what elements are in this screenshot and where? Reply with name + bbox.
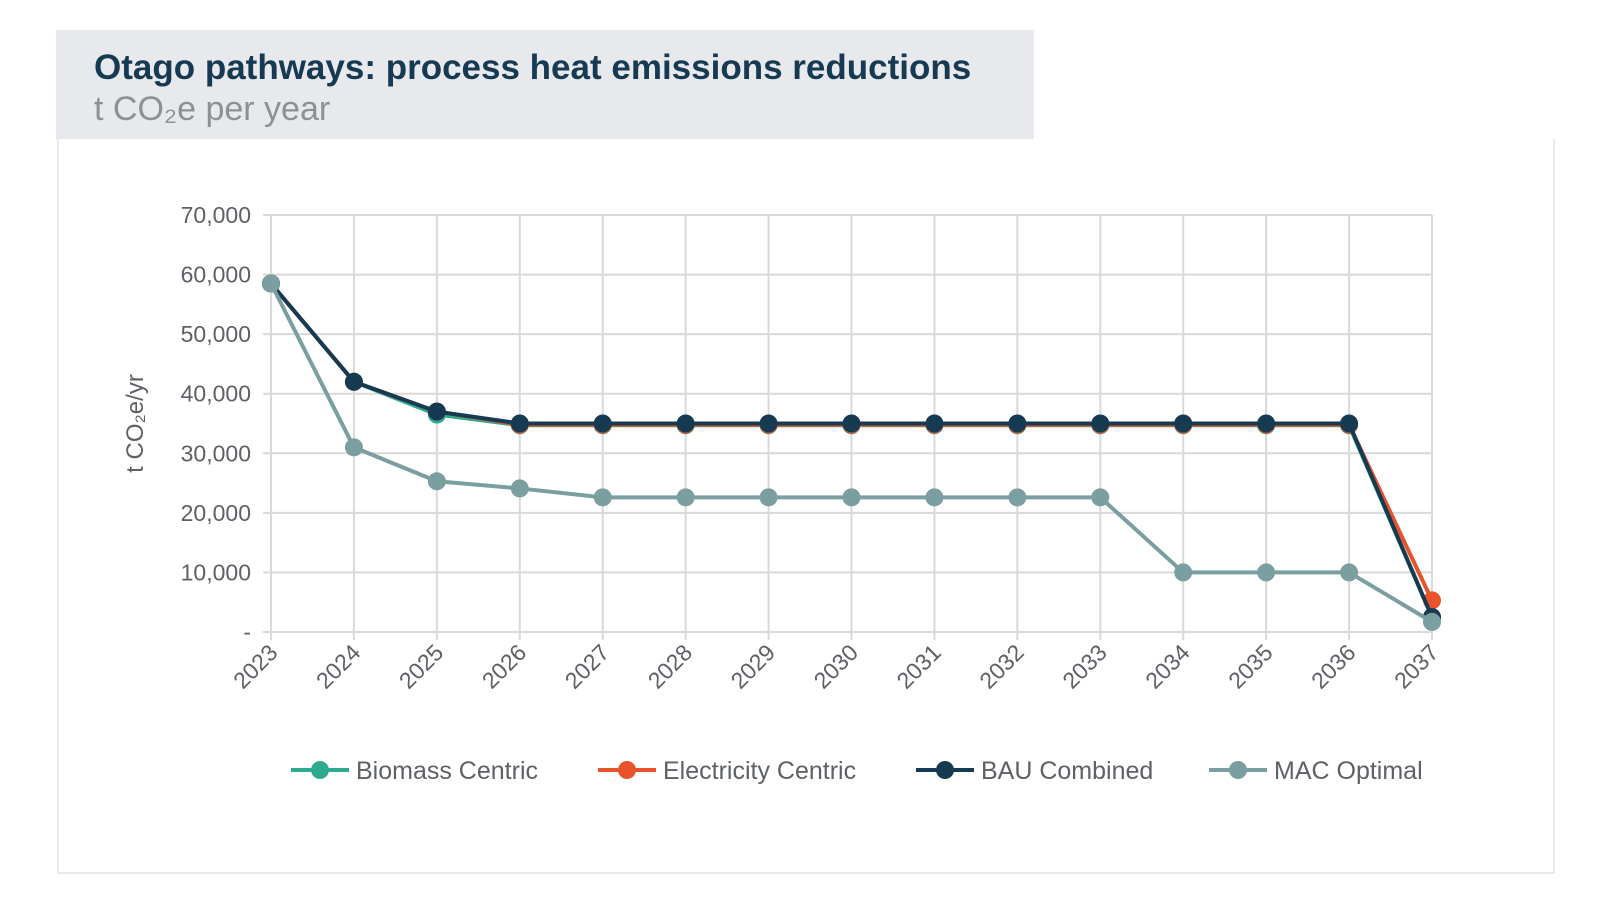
x-tick-label: 2030 [808, 639, 863, 694]
legend-label-biomass-centric: Biomass Centric [356, 757, 538, 785]
data-point-mac-optimal [593, 488, 612, 507]
data-point-mac-optimal [344, 438, 363, 457]
data-point-bau-combined [842, 414, 861, 433]
data-point-bau-combined [510, 414, 529, 433]
x-tick-label: 2036 [1306, 639, 1361, 694]
data-point-bau-combined [759, 414, 778, 433]
data-point-bau-combined [1340, 414, 1359, 433]
data-point-mac-optimal [842, 488, 861, 507]
data-point-mac-optimal [1008, 488, 1027, 507]
y-axis-label: t CO₂e/yr [122, 374, 149, 473]
data-point-bau-combined [1174, 414, 1193, 433]
x-tick-label: 2031 [891, 639, 946, 694]
data-point-mac-optimal [1257, 563, 1276, 582]
data-point-bau-combined [676, 414, 695, 433]
y-axis-ticks: - 10,000 20,000 30,000 40,000 50,000 60,000 70,… [181, 202, 251, 645]
legend-label-mac-optimal: MAC Optimal [1274, 757, 1423, 785]
y-tick-label: 50,000 [181, 321, 251, 347]
y-tick-label: 20,000 [181, 500, 251, 526]
x-axis-ticks: 2023 2024 2025 2026 2027 2028 2029 2030 2031 2032… [228, 639, 1444, 694]
x-tick-label: 2032 [974, 639, 1029, 694]
y-tick-label: 60,000 [181, 262, 251, 288]
x-tick-label: 2037 [1389, 639, 1444, 694]
x-tick-label: 2026 [477, 639, 532, 694]
data-point-bau-combined [427, 402, 446, 421]
x-tick-label: 2025 [394, 639, 449, 694]
data-point-bau-combined [1257, 414, 1276, 433]
data-point-bau-combined [344, 372, 363, 391]
legend-marker-electricity-centric [618, 761, 636, 779]
x-tick-label: 2033 [1057, 639, 1112, 694]
title-panel: Otago pathways: process heat emissions r… [56, 30, 1034, 140]
legend-marker-bau-combined [936, 761, 954, 779]
x-tick-label: 2027 [560, 639, 615, 694]
legend-label-electricity-centric: Electricity Centric [663, 757, 856, 785]
data-point-bau-combined [925, 414, 944, 433]
data-point-mac-optimal [262, 274, 280, 293]
series-group [262, 274, 1441, 631]
line-chart: - 10,000 20,000 30,000 40,000 50,000 60,000 70,… [122, 202, 1444, 785]
x-tick-label: 2024 [311, 639, 366, 694]
y-tick-label: - [243, 619, 251, 645]
legend-marker-biomass-centric [311, 761, 329, 779]
data-point-mac-optimal [676, 488, 695, 507]
chart-title: Otago pathways: process heat emissions r… [94, 48, 972, 87]
data-point-mac-optimal [1091, 488, 1110, 507]
data-point-mac-optimal [1423, 612, 1441, 631]
chart-subtitle: t CO₂e per year [94, 90, 331, 128]
data-point-mac-optimal [925, 488, 944, 507]
y-tick-label: 30,000 [181, 440, 251, 466]
data-point-mac-optimal [1174, 563, 1193, 582]
x-tick-label: 2035 [1223, 639, 1278, 694]
legend: Biomass Centric Electricity Centric BAU Co… [291, 757, 1423, 785]
chart-panel: - 10,000 20,000 30,000 40,000 50,000 60,000 70,… [57, 139, 1555, 874]
data-point-mac-optimal [510, 479, 529, 498]
data-point-mac-optimal [427, 472, 446, 491]
data-point-mac-optimal [759, 488, 778, 507]
legend-marker-mac-optimal [1229, 761, 1247, 779]
data-point-bau-combined [593, 414, 612, 433]
data-point-bau-combined [1091, 414, 1110, 433]
y-tick-label: 70,000 [181, 202, 251, 228]
data-point-bau-combined [1008, 414, 1027, 433]
x-tick-label: 2034 [1140, 639, 1195, 694]
data-point-mac-optimal [1340, 563, 1359, 582]
legend-label-bau-combined: BAU Combined [981, 757, 1153, 785]
x-tick-label: 2023 [228, 639, 283, 694]
y-tick-label: 40,000 [181, 381, 251, 407]
x-tick-label: 2028 [643, 639, 698, 694]
y-tick-label: 10,000 [181, 559, 251, 585]
x-tick-label: 2029 [726, 639, 781, 694]
